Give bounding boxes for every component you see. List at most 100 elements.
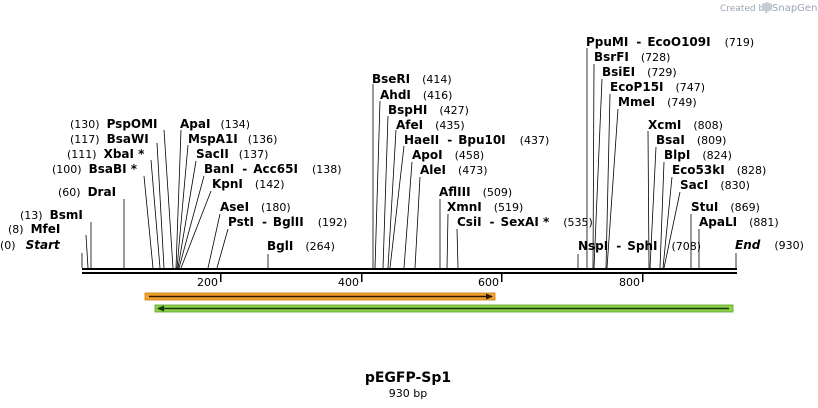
site-bsai-label: BsaI [656,133,685,147]
site-start[interactable]: (0) Start [0,238,61,252]
site-afliii[interactable]: AflIII (509) [439,185,512,199]
connector-bsai [649,146,657,269]
site-mspa1i[interactable]: MspA1I (136) [188,132,277,146]
feature-reverse[interactable] [154,304,734,313]
site-csii[interactable]: CsiI - SexAI * (535) [457,215,593,229]
site-bseri[interactable]: BseRI (414) [372,72,452,86]
site-bsabi[interactable]: (100) BsaBI * [52,162,138,176]
site-afei[interactable]: AfeI (435) [396,118,465,132]
site-bsiei-label: BsiEI [602,65,635,79]
site-end[interactable]: End (930) [735,238,804,252]
connector-ecop15i [605,93,611,269]
site-xbai-label: XbaI * [104,147,146,161]
site-sacii[interactable]: SacII (137) [196,147,268,161]
site-csii-label: CsiI [457,215,482,229]
connector-bsphi [382,115,389,269]
connector-afei [387,129,397,269]
site-pspomi[interactable]: (130) PspOMI [70,117,158,131]
site-haeii-pos: (437) [520,134,550,147]
site-psti[interactable]: PstI - BglII (192) [228,215,347,229]
site-bsmi[interactable]: (13) BsmI [20,208,83,222]
scale-tick-200: 200 [197,274,222,289]
site-apali[interactable]: ApaLI (881) [699,215,779,229]
site-bsphi[interactable]: BspHI (427) [388,103,469,117]
connector-kpni [180,190,212,269]
site-stui-label: StuI [691,200,718,214]
site-bsmi-pos: (13) [20,209,43,222]
site-alei[interactable]: AleI (473) [420,163,488,177]
site-apali-label: ApaLI [699,215,737,229]
site-nspi-label2: SphI [627,239,657,253]
site-bsiei[interactable]: BsiEI (729) [602,65,677,79]
site-drai[interactable]: (60) DraI [58,185,116,199]
site-xmni-pos: (519) [494,201,524,214]
site-kpni-label: KpnI [212,177,243,191]
connector-xmni [446,213,449,269]
site-blpi-label: BlpI [664,148,690,162]
site-stui[interactable]: StuI (869) [691,200,760,214]
site-bsai[interactable]: BsaI (809) [656,133,726,147]
site-start-pos: (0) [0,239,16,252]
tick-label-200: 200 [197,276,218,289]
site-ahdi[interactable]: AhdI (416) [380,88,452,102]
feature-forward-arrow-icon [486,293,493,300]
connector-saci [663,191,681,269]
site-eco53ki[interactable]: Eco53kI (828) [672,163,766,177]
feature-forward[interactable] [144,292,496,301]
site-bsmi-label: BsmI [50,208,83,222]
connector-apoi [403,161,413,269]
site-pspomi-pos: (130) [70,118,100,131]
site-psti-pos: (192) [318,216,348,229]
site-haeii[interactable]: HaeII - Bpu10I (437) [404,133,549,147]
connector-haeii [389,145,405,269]
site-xbai[interactable]: (111) XbaI * [67,147,145,161]
site-apoi-label: ApoI [412,148,443,162]
connector-mmei [606,108,619,269]
site-mfei[interactable]: (8) MfeI [8,222,60,236]
site-bsawi[interactable]: (117) BsaWI [70,132,149,146]
site-start-label: Start [26,238,61,252]
connector-apai [175,129,182,269]
site-ppumi-label2: EcoO109I [647,35,710,49]
site-ppumi[interactable]: PpuMI - EcoO109I (719) [586,35,754,49]
site-eco53ki-pos: (828) [737,164,767,177]
snapgene-logo-icon [762,2,772,12]
site-bseri-pos: (414) [422,73,452,86]
site-apai-pos: (134) [220,118,250,131]
connector-alei [414,176,421,269]
site-nspi[interactable]: NspI - SphI (708) [578,239,701,253]
site-bgli[interactable]: BglI (264) [267,239,335,253]
site-bsabi-pos: (100) [52,163,82,176]
site-xcmi-label: XcmI [648,118,681,132]
site-bani[interactable]: BanI - Acc65I (138) [204,162,342,176]
site-bani-label: BanI [204,162,234,176]
site-bsrfi[interactable]: BsrFI (728) [594,50,670,64]
tick-label-800: 800 [619,276,640,289]
site-ppumi-separator: - [636,35,641,49]
site-ecop15i[interactable]: EcoP15I (747) [610,80,705,94]
feature-reverse-arrow-icon [157,305,164,312]
site-bani-separator: - [242,162,247,176]
site-xmni[interactable]: XmnI (519) [447,200,523,214]
watermark-prefix: Created by [720,4,770,14]
connector-xcmi [647,130,650,269]
connector-bsrfi [592,63,595,269]
site-asei[interactable]: AseI (180) [220,200,291,214]
site-kpni[interactable]: KpnI (142) [212,177,285,191]
site-bsawi-label: BsaWI [107,132,149,146]
site-xcmi[interactable]: XcmI (808) [648,118,723,132]
site-bsrfi-pos: (728) [641,51,671,64]
site-saci[interactable]: SacI (830) [680,178,750,192]
site-mmei[interactable]: MmeI (749) [618,95,697,109]
site-bsabi-label: BsaBI * [89,162,138,176]
site-apoi[interactable]: ApoI (458) [412,148,484,162]
site-blpi[interactable]: BlpI (824) [664,148,732,162]
site-eco53ki-label: Eco53kI [672,163,725,177]
site-apai[interactable]: ApaI (134) [180,117,250,131]
connector-bsawi [156,142,165,269]
site-blpi-pos: (824) [702,149,732,162]
site-bani-pos: (138) [312,163,342,176]
scale-tick-800: 800 [619,274,644,289]
site-drai-pos: (60) [58,186,81,199]
